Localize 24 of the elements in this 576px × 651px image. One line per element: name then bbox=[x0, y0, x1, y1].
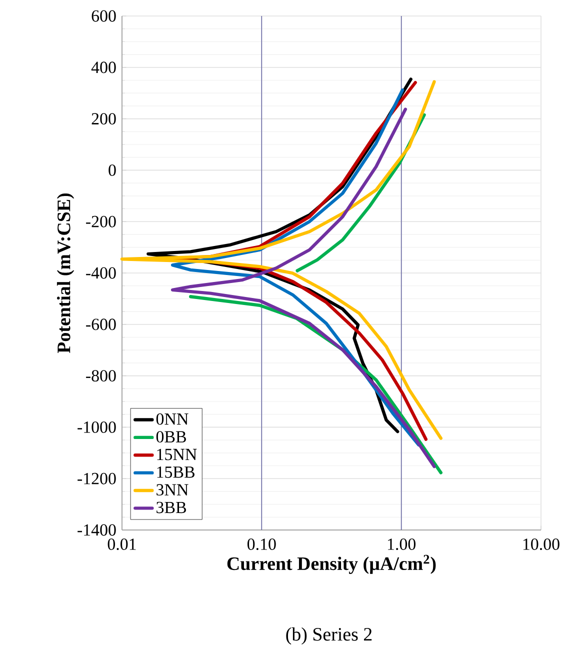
x-tick-label: 0.10 bbox=[247, 538, 276, 550]
y-tick-label: 200 bbox=[92, 113, 116, 125]
y-tick-label: 600 bbox=[92, 10, 116, 22]
y-tick-label: -200 bbox=[86, 216, 116, 228]
text: (b) Series 2 bbox=[286, 627, 372, 645]
x-tick-label: 0.01 bbox=[108, 538, 136, 550]
y-axis-title: Potential (mV:CSE) bbox=[56, 193, 74, 354]
y-tick-label: -1200 bbox=[78, 472, 116, 484]
y-tick-label: -1400 bbox=[78, 524, 116, 536]
y-tick-label: -600 bbox=[86, 318, 116, 330]
legend-label: 0BB bbox=[156, 431, 186, 443]
legend-label: 15NN bbox=[157, 448, 197, 460]
y-tick-label: 0 bbox=[108, 164, 116, 176]
legend-label: 0NN bbox=[156, 413, 188, 425]
legend-label: 3NN bbox=[156, 484, 188, 496]
legend-label: 15BB bbox=[157, 466, 194, 478]
y-tick-label: -800 bbox=[86, 370, 116, 382]
legend-label: 3BB bbox=[156, 502, 186, 514]
y-tick-label: 400 bbox=[91, 62, 116, 74]
x-tick-label: 1.00 bbox=[388, 538, 416, 550]
x-tick-label: 10.00 bbox=[523, 538, 560, 550]
x-axis-title: Current Density (µA/cm$^{2}$) bbox=[227, 554, 436, 574]
y-tick-label: -1000 bbox=[78, 421, 116, 433]
y-tick-label: -400 bbox=[86, 267, 116, 279]
